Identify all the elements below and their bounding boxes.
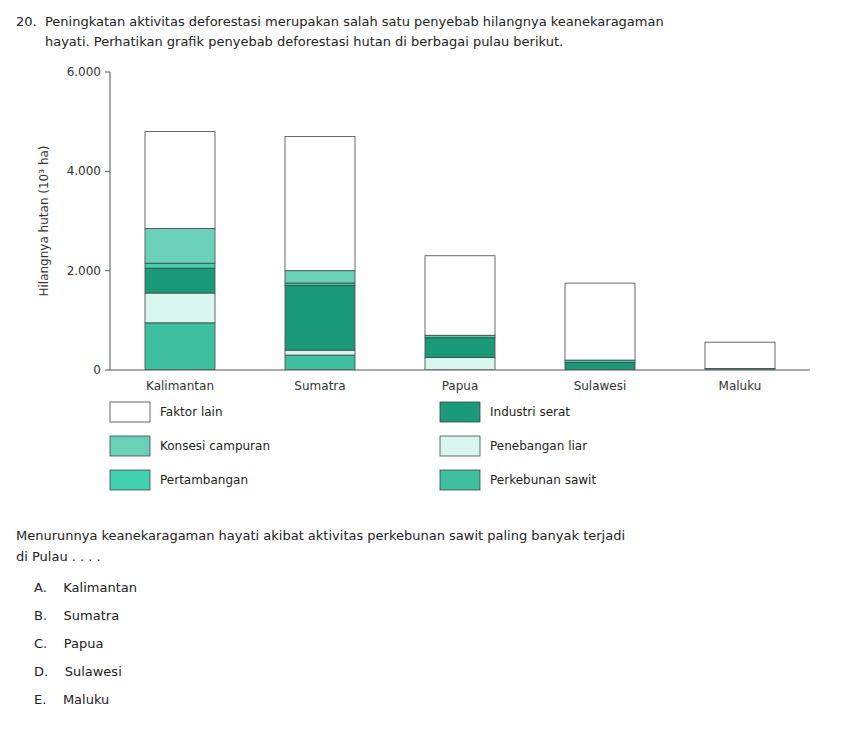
bar-segment [145,132,215,229]
bar-segment [145,228,215,263]
bar-segment [565,283,635,360]
bars [145,132,775,370]
y-tick [105,270,110,271]
legend: Faktor lain Konsesi campuran Pertambangan I… [110,402,596,490]
y-tick-label: 6.000 [67,65,101,79]
y-tick-label: 2.000 [67,264,101,278]
y-axis: 0 2.000 4.000 6.000 Hilangnya hutan (10³ ha) [37,65,110,377]
background [0,0,844,754]
y-tick-label: 4.000 [67,164,101,178]
chart: 20. Peningkatan aktivitas deforestasi me… [0,0,844,754]
bar-segment [145,263,215,268]
legend-label: Industri serat [490,405,570,419]
question: di Pulau . . . . [16,549,101,564]
x-tick-label: Kalimantan [146,379,214,393]
bar-segment [565,363,635,370]
bar-segment [145,268,215,293]
y-tick [105,171,110,172]
bar-segment [425,358,495,370]
legend-label: Pertambangan [160,473,248,487]
x-axis-line [110,370,810,371]
question: Menurunnya keanekaragaman hayati akibat … [16,528,625,543]
choice: B. Sumatra [34,608,119,623]
bar-segment [285,286,355,351]
legend-swatch [110,402,150,422]
choice: C. Papua [34,636,103,651]
bar-segment [705,342,775,368]
y-tick [105,72,110,73]
legend-label: Konsesi campuran [160,439,270,453]
bar-segment [425,256,495,335]
title: 20. Peningkatan aktivitas deforestasi me… [16,14,664,29]
legend-swatch [440,402,480,422]
annotations: Menurunnya keanekaragaman hayati akibat … [16,528,625,707]
y-label: Hilangnya hutan (10³ ha) [37,145,51,296]
legend-label: Penebangan liar [490,439,587,453]
legend-swatch [110,436,150,456]
choice: D. Sulawesi [34,664,122,679]
bar-segment [285,350,355,355]
x-tick-label: Sumatra [294,379,345,393]
legend-swatch [110,470,150,490]
subtitle: hayati. Perhatikan grafik penyebab defor… [16,34,563,49]
legend-swatch [440,436,480,456]
y-tick-label: 0 [93,363,101,377]
bar-segment [285,137,355,271]
legend-label: Perkebunan sawit [490,473,596,487]
choice: A. Kalimantan [34,580,137,595]
choice: E. Maluku [34,692,109,707]
x-tick-label: Sulawesi [574,379,627,393]
x-tick-label: Maluku [719,379,762,393]
x-tick-label: Papua [442,379,479,393]
bar-segment [285,271,355,283]
legend-swatch [440,470,480,490]
y-axis-line [110,72,111,370]
bar-segment [425,338,495,358]
bar-segment [285,355,355,370]
y-tick [105,370,110,371]
legend-label: Faktor lain [160,405,223,419]
bar-segment [145,293,215,323]
bar-segment [145,323,215,370]
